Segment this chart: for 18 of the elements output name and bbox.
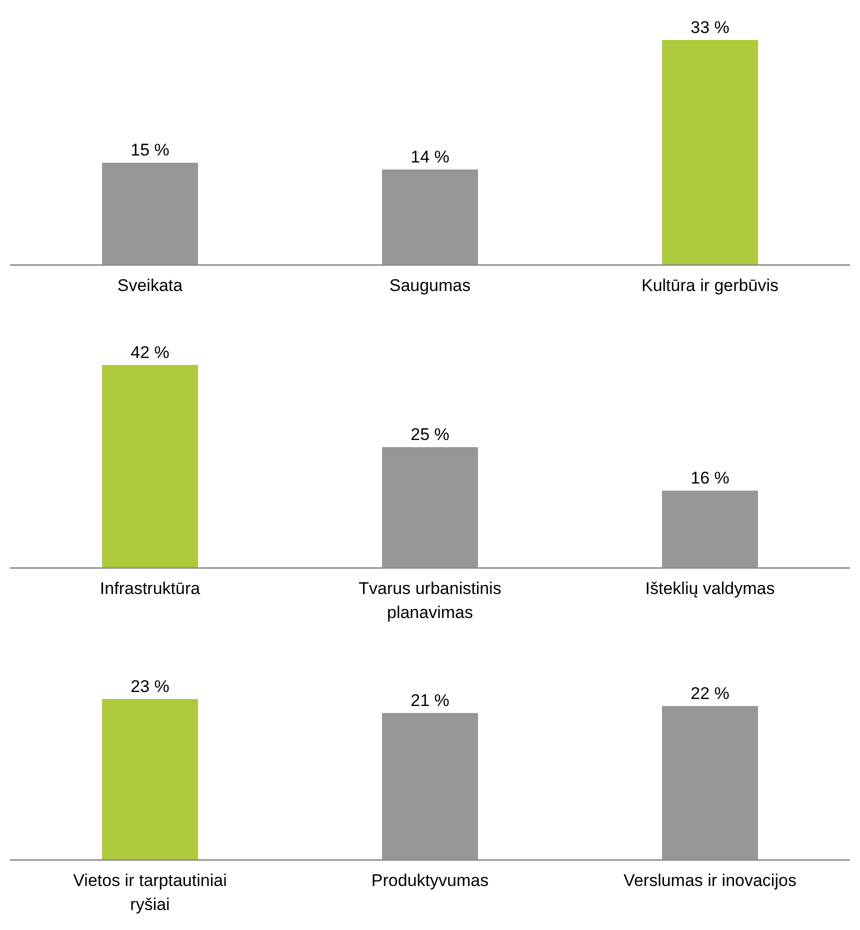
data-label: 22 % (690, 684, 730, 703)
x-tick-label: Verslumas ir inovacijos (624, 871, 796, 890)
data-label: 42 % (130, 343, 170, 362)
data-label: 33 % (690, 18, 730, 37)
x-tick-label: Sveikata (117, 276, 184, 296)
x-tick-label: Produktyvumas (371, 871, 489, 890)
data-label: 15 % (130, 140, 170, 160)
data-label: 25 % (410, 425, 450, 444)
data-label: 21 % (410, 691, 450, 710)
x-tick-label: Saugumas (389, 276, 471, 296)
x-tick-label: Vietos ir tarptautiniai ryšiai (73, 871, 227, 914)
data-label: 16 % (690, 468, 730, 488)
data-label: 23 % (130, 677, 170, 696)
data-label: 14 % (410, 148, 450, 167)
x-tick-label: Tvarus urbanistinis planavimas (358, 579, 502, 622)
x-tick-label: Kultūra ir gerbūvis (641, 276, 779, 296)
x-tick-label: Infrastruktūra (100, 579, 201, 598)
x-tick-label: Išteklių valdymas (645, 579, 775, 598)
